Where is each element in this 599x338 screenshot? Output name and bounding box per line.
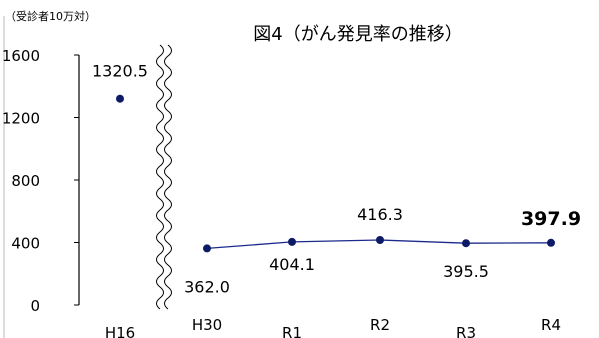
data-label: 404.1 <box>269 255 315 274</box>
data-point <box>547 238 555 247</box>
x-tick-label: H16 <box>105 324 135 338</box>
data-point <box>376 236 384 244</box>
y-tick-label: 400 <box>11 235 40 253</box>
unit-label: （受診者10万対） <box>5 9 96 23</box>
axis-break <box>156 44 172 310</box>
data-label: 397.9 <box>521 208 581 230</box>
data-label: 362.0 <box>184 277 230 296</box>
y-tick-label: 1600 <box>2 47 40 65</box>
y-axis: 0 400 800 1200 1600 <box>2 47 80 315</box>
data-label: 1320.5 <box>92 62 148 81</box>
x-tick-label: R3 <box>456 324 476 338</box>
data-point <box>116 94 124 103</box>
data-label: 395.5 <box>443 262 489 281</box>
data-point <box>462 239 470 248</box>
data-points <box>116 94 555 253</box>
chart-title: 図4（がん発見率の推移） <box>253 24 462 45</box>
axis-break-wave <box>164 44 172 310</box>
data-label: 416.3 <box>357 205 403 224</box>
x-axis: H16 H30 R1 R2 R3 R4 <box>105 316 561 338</box>
axis-break-wave <box>156 44 164 310</box>
x-tick-label: R1 <box>282 324 302 338</box>
data-point <box>203 244 211 253</box>
x-tick-label: R2 <box>370 316 390 334</box>
x-tick-label: H30 <box>192 316 222 334</box>
x-tick-label: R4 <box>541 316 561 334</box>
data-labels: 1320.5 362.0 404.1 416.3 395.5 397.9 <box>92 62 581 297</box>
axis-break-gap <box>158 44 171 306</box>
y-tick-label: 1200 <box>2 110 40 128</box>
data-point <box>288 237 296 246</box>
y-tick-label: 800 <box>11 172 40 190</box>
y-tick-label: 0 <box>30 297 40 315</box>
